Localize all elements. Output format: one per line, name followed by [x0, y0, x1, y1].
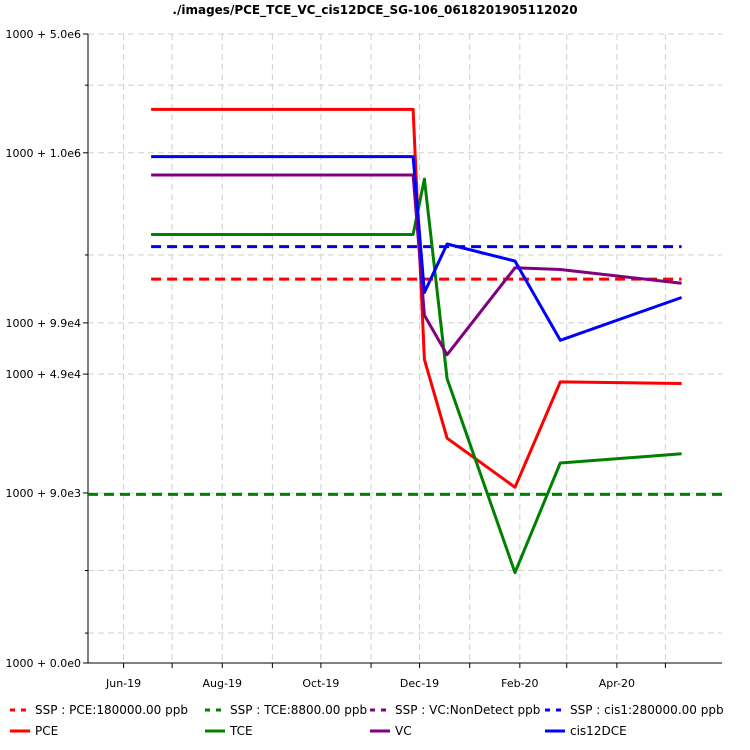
x-tick-label: Aug-19: [203, 677, 242, 690]
y-axis: 1000 + 0.0e0 1000 + 9.0e3 1000 + 4.9e4 1000…: [6, 28, 89, 670]
y-tick-label: 1000 + 9.9e4: [6, 317, 81, 330]
legend-label: PCE: [35, 724, 58, 738]
x-tick-label: Feb-20: [501, 677, 538, 690]
y-tick-label: 1000 + 4.9e4: [6, 368, 81, 381]
x-tick-label: Apr-20: [599, 677, 635, 690]
legend-label: SSP : cis1:280000.00 ppb: [570, 703, 724, 717]
series-line-cis12dce: [151, 155, 683, 342]
x-tick-label: Dec-19: [400, 677, 439, 690]
legend-label: cis12DCE: [570, 724, 627, 738]
series-line-vc: [151, 173, 682, 357]
chart-title: ./images/PCE_TCE_VC_cis12DCE_SG-106_0618…: [172, 3, 577, 18]
series-line-tce: [151, 177, 682, 575]
y-tick-label: 1000 + 0.0e0: [6, 657, 81, 670]
x-axis: Jun-19 Aug-19 Oct-19 Dec-19 Feb-20 Apr-20: [88, 662, 722, 690]
legend: SSP : PCE:180000.00 ppb SSP : TCE:8800.00…: [10, 703, 724, 738]
legend-label: SSP : PCE:180000.00 ppb: [35, 703, 188, 717]
series-line-pce: [151, 107, 682, 489]
series-group: [88, 107, 722, 575]
y-tick-label: 1000 + 5.0e6: [6, 28, 81, 41]
legend-label: TCE: [229, 724, 253, 738]
y-tick-label: 1000 + 9.0e3: [6, 487, 81, 500]
y-tick-label: 1000 + 1.0e6: [6, 147, 81, 160]
grid: [88, 33, 722, 664]
legend-label: SSP : VC:NonDetect ppb: [395, 703, 540, 717]
x-tick-label: Oct-19: [302, 677, 339, 690]
x-tick-label: Jun-19: [105, 677, 141, 690]
legend-label: SSP : TCE:8800.00 ppb: [230, 703, 367, 717]
legend-label: VC: [395, 724, 412, 738]
